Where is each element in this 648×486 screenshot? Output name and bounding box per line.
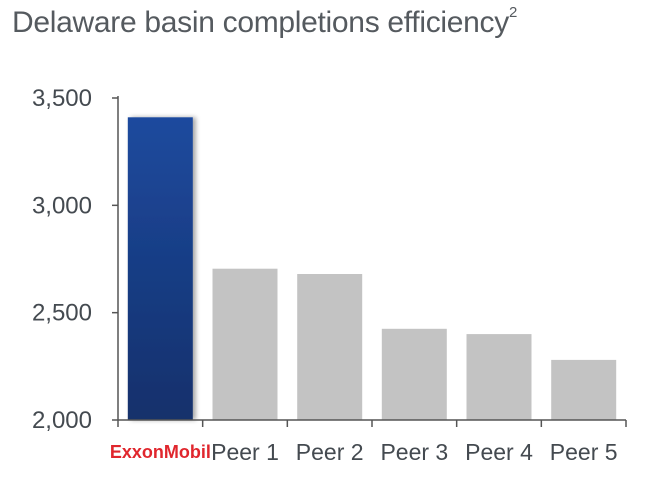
y-tick-label: 2,500 [32, 300, 92, 327]
bar-peer-5 [551, 359, 617, 420]
bar-peer-4 [466, 334, 532, 420]
bars-group [127, 117, 617, 421]
y-tick-label: 2,000 [32, 407, 92, 434]
x-category-label: Peer 2 [296, 439, 364, 465]
y-tick-label: 3,500 [32, 85, 92, 112]
x-category-label: Peer 4 [465, 439, 533, 465]
bar-peer-3 [381, 328, 447, 420]
bar-peer-1 [212, 268, 278, 420]
exxonmobil-logo: ExxonMobil [110, 442, 211, 462]
title-footnote-marker: 2 [508, 4, 517, 21]
x-axis-labels: ExxonMobil Peer 1 Peer 2 Peer 3 Peer 4 Peer 5 [110, 439, 618, 465]
y-tick-label: 3,000 [32, 192, 92, 219]
x-category-label: Peer 1 [211, 439, 279, 465]
chart-title-text: Delaware basin completions efficiency [12, 6, 509, 39]
bar-exxonmobil [127, 117, 193, 421]
chart-title: Delaware basin completions efficiency2 [12, 4, 517, 40]
bar-peer-2 [297, 274, 363, 420]
x-category-label: Peer 3 [380, 439, 448, 465]
axes-group [117, 96, 627, 427]
x-category-label: Peer 5 [550, 439, 618, 465]
y-axis-ticks: 2,000 2,500 3,000 3,500 [32, 85, 118, 434]
